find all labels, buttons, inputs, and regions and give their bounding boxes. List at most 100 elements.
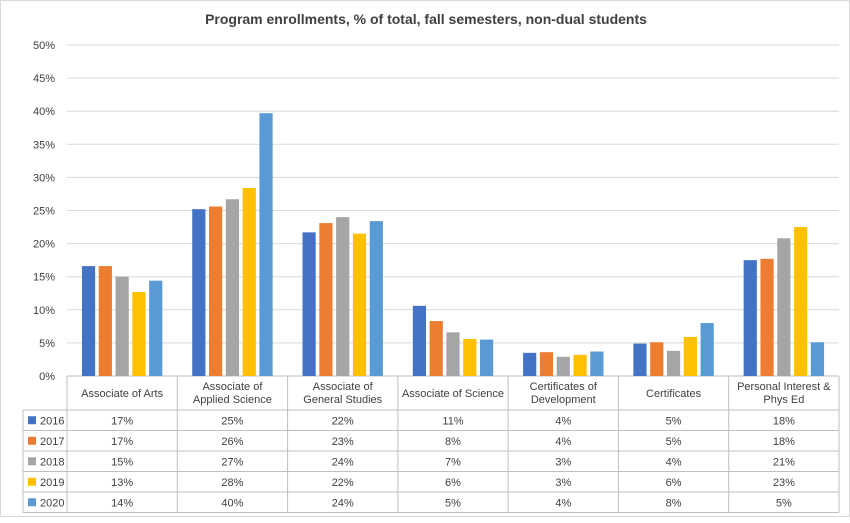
table-cell: 8% (666, 497, 682, 509)
category-label: Applied Science (193, 394, 272, 406)
category-label: Associate of (313, 381, 374, 393)
bar-2017 (98, 266, 112, 376)
table-cell: 24% (332, 456, 354, 468)
y-axis: 0% 5% 10% 15% 20% 25% 30% 35% 40% 45% 50% (33, 40, 55, 383)
table-cell: 25% (221, 415, 243, 427)
bar-2019 (683, 336, 697, 376)
category-label: Certificates of (530, 381, 598, 393)
y-tick-label: 45% (33, 73, 55, 85)
table-cell: 11% (442, 415, 463, 427)
table-cell: 24% (332, 497, 354, 509)
table-cell: 6% (666, 477, 682, 489)
table-cell: 4% (555, 497, 571, 509)
table-cell: 14% (111, 497, 133, 509)
bar-2018 (777, 238, 791, 376)
gridlines (67, 44, 839, 377)
table-cell: 28% (221, 477, 243, 489)
table-cell: 27% (221, 456, 243, 468)
bar-2016 (192, 209, 206, 376)
bar-2020 (149, 280, 163, 376)
bar-2017 (539, 352, 554, 376)
table-cell: 5% (776, 497, 792, 509)
y-tick-label: 25% (33, 206, 55, 218)
bar-2017 (209, 206, 223, 376)
legend-key-2019 (28, 477, 36, 486)
legend-key-2020 (28, 498, 36, 507)
table-cell: 4% (555, 436, 571, 448)
bar-2016 (81, 266, 96, 376)
bar-2019 (463, 338, 477, 376)
table-cell: 18% (773, 415, 795, 427)
bar-2017 (650, 342, 664, 376)
legend-key-2017 (28, 436, 36, 445)
table-cell: 5% (666, 415, 682, 427)
bar-2019 (573, 354, 587, 376)
y-tick-label: 0% (39, 371, 55, 383)
series-label: 2019 (40, 477, 64, 489)
series-label: 2020 (40, 497, 64, 509)
bar-2020 (259, 113, 273, 376)
bar-2019 (352, 233, 367, 376)
bar-2016 (633, 343, 647, 376)
table-cell: 4% (666, 456, 682, 468)
y-tick-label: 10% (33, 305, 55, 317)
bar-2020 (480, 339, 494, 376)
bar-2018 (225, 199, 240, 376)
table-cell: 22% (332, 415, 354, 427)
category-label: General Studies (303, 394, 382, 406)
y-tick-label: 50% (33, 40, 55, 52)
legend-key-2018 (28, 457, 36, 466)
data-table: Associate of Arts Associate of Applied Sci… (22, 376, 840, 513)
bar-2017 (429, 321, 443, 376)
table-cell: 17% (111, 415, 133, 427)
table-cell: 18% (773, 436, 795, 448)
bar-2020 (590, 351, 604, 376)
table-cell: 3% (555, 477, 571, 489)
table-cell: 5% (666, 436, 682, 448)
category-label: Phys Ed (763, 394, 804, 406)
bar-2020 (369, 221, 383, 376)
bar-2018 (115, 276, 129, 376)
series-label: 2018 (40, 456, 64, 468)
table-cell: 3% (555, 456, 571, 468)
table-cell: 5% (445, 497, 461, 509)
bar-2018 (336, 217, 350, 376)
bar-2017 (760, 258, 774, 376)
table-cell: 22% (332, 477, 354, 489)
bar-2016 (302, 232, 316, 376)
category-label: Development (531, 394, 596, 406)
bar-2020 (810, 342, 825, 376)
bar-2019 (242, 187, 256, 376)
y-tick-label: 30% (33, 172, 55, 184)
bar-2019 (132, 291, 146, 376)
series-label: 2017 (40, 436, 64, 448)
category-label: Personal Interest & (737, 381, 831, 393)
bar-2018 (556, 356, 570, 376)
table-cell: 23% (773, 477, 795, 489)
table-cell: 17% (111, 436, 133, 448)
table-cell: 15% (111, 456, 133, 468)
y-tick-label: 15% (33, 272, 55, 284)
category-label: Associate of Science (402, 388, 504, 400)
y-tick-label: 35% (33, 139, 55, 151)
table-cell: 8% (445, 436, 461, 448)
bar-2016 (523, 352, 537, 376)
category-label: Associate of Arts (81, 388, 163, 400)
y-tick-label: 5% (39, 338, 55, 350)
table-cell: 21% (773, 456, 795, 468)
table-cell: 6% (445, 477, 461, 489)
table-cell: 7% (445, 456, 461, 468)
y-tick-label: 40% (33, 106, 55, 118)
bar-2018 (666, 350, 681, 376)
table-cell: 13% (111, 477, 133, 489)
table-cell: 4% (555, 415, 571, 427)
chart-title: Program enrollments, % of total, fall se… (205, 11, 647, 27)
bar-2016 (412, 305, 426, 376)
bar-2016 (743, 260, 757, 376)
bar-2019 (794, 227, 808, 376)
bar-2017 (319, 223, 333, 376)
category-label: Certificates (646, 388, 702, 400)
series-label: 2016 (40, 415, 64, 427)
